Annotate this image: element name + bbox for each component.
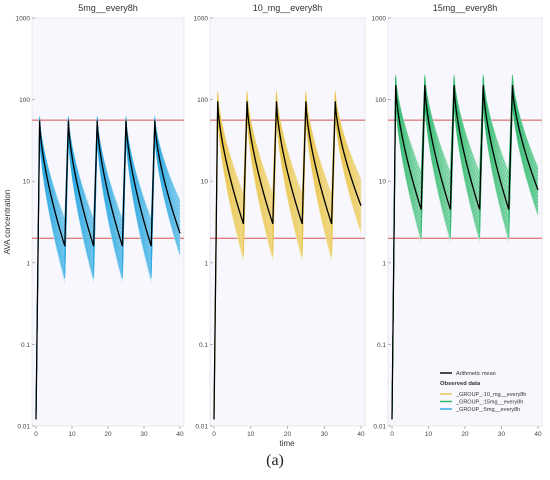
y-tick-label: 10: [201, 179, 209, 186]
x-tick-label: 20: [461, 431, 469, 438]
y-tick-label: 0.01: [195, 424, 208, 431]
legend: Arithmetic mean Observed data _GROUP_:10_m…: [440, 371, 526, 413]
legend-label: _GROUP_:5mg__every8h: [455, 407, 520, 413]
y-tick-label: 0.01: [17, 424, 30, 431]
mean-line: [213, 101, 362, 420]
panel-title: 10_mg__every8h: [253, 3, 323, 13]
x-tick-label: 0: [390, 431, 394, 438]
x-tick-label: 40: [357, 431, 365, 438]
x-tick-label: 20: [104, 431, 112, 438]
x-tick-label: 0: [212, 431, 216, 438]
y-tick-label: 0.01: [373, 424, 386, 431]
chart-panel: 5mg__every8h 0.01 0.1 1 10 100 1000 0 10 20 30 40: [16, 3, 185, 438]
legend-label-mean: Arithmetic mean: [456, 371, 496, 377]
x-tick-label: 10: [68, 431, 76, 438]
y-tick-label: 1000: [194, 16, 209, 23]
panel-title: 5mg__every8h: [78, 3, 138, 13]
y-tick-label: 0.1: [377, 342, 386, 349]
chart-panel: 10_mg__every8h 0.01 0.1 1 10 100 1000 0 10 20 30 40: [194, 3, 366, 438]
observed-line: [391, 75, 539, 420]
plot-area: [387, 17, 543, 427]
x-tick-label: 0: [34, 431, 38, 438]
y-tick-label: 1000: [16, 16, 31, 23]
x-axis-label: time: [279, 439, 295, 448]
observed-band-outer: [214, 89, 361, 420]
legend-label: _GROUP_:15mg__every8h: [455, 400, 523, 406]
y-tick-label: 0.1: [199, 342, 208, 349]
y-tick-label: 100: [197, 97, 208, 104]
observed-line: [35, 116, 181, 420]
y-tick-label: 10: [379, 179, 387, 186]
y-tick-label: 1: [204, 260, 208, 267]
mean-line: [35, 120, 181, 420]
x-tick-label: 20: [284, 431, 292, 438]
y-axis-label: AVA concentration: [3, 190, 12, 255]
x-tick-label: 40: [176, 431, 184, 438]
y-tick-label: 1: [382, 260, 386, 267]
x-tick-label: 40: [534, 431, 542, 438]
y-tick-label: 0.1: [21, 342, 30, 349]
y-tick-label: 100: [375, 97, 386, 104]
chart-panel: 15mg__every8h 0.01 0.1 1 10 100 1000 0 10 20 30 40: [372, 3, 543, 438]
y-tick-label: 10: [23, 179, 31, 186]
figure-caption: (a): [266, 452, 284, 469]
legend-observed-title: Observed data: [440, 381, 481, 387]
x-tick-label: 30: [498, 431, 506, 438]
panel-title: 15mg__every8h: [433, 3, 498, 13]
x-tick-label: 10: [425, 431, 433, 438]
observed-line: [213, 91, 362, 420]
y-tick-label: 100: [19, 97, 30, 104]
x-tick-label: 10: [247, 431, 255, 438]
y-tick-label: 1000: [372, 16, 387, 23]
legend-label: _GROUP_:10_mg__every8h: [455, 392, 526, 398]
plot-area: [209, 17, 366, 427]
x-tick-label: 30: [321, 431, 329, 438]
mean-line: [391, 85, 539, 420]
y-tick-label: 1: [26, 260, 30, 267]
x-tick-label: 30: [140, 431, 148, 438]
